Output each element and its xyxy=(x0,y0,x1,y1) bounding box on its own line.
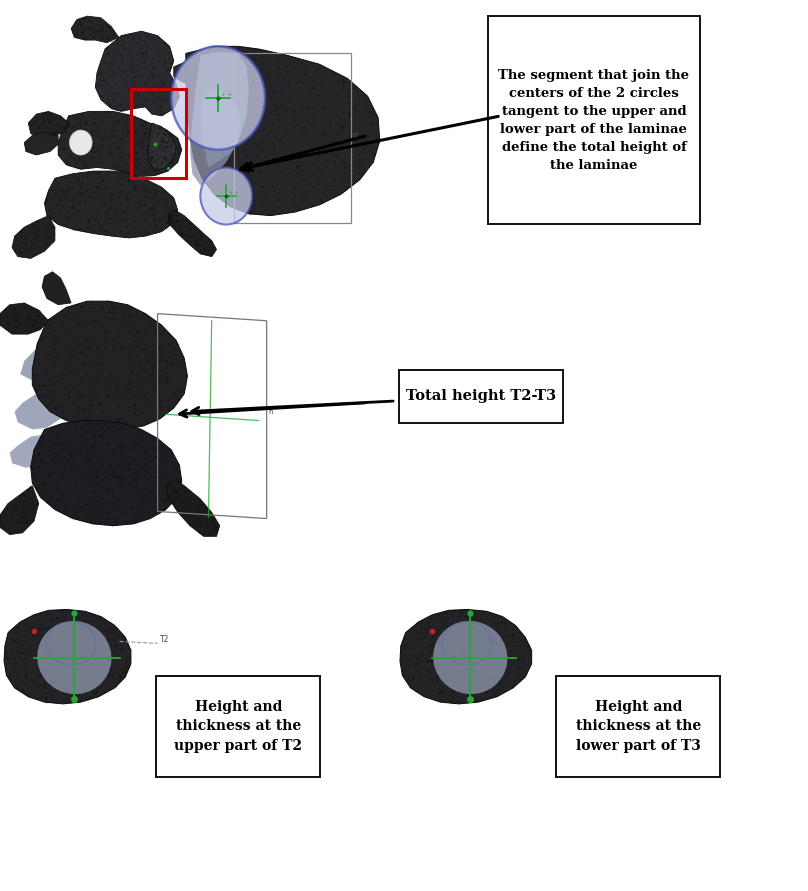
Polygon shape xyxy=(168,209,217,257)
FancyBboxPatch shape xyxy=(398,370,562,423)
Bar xyxy=(131,89,186,178)
Polygon shape xyxy=(400,609,532,704)
Polygon shape xyxy=(15,388,66,429)
Polygon shape xyxy=(200,89,241,168)
Polygon shape xyxy=(174,62,202,85)
Polygon shape xyxy=(4,609,131,704)
Polygon shape xyxy=(20,330,81,381)
FancyBboxPatch shape xyxy=(156,675,320,776)
Polygon shape xyxy=(42,272,71,305)
Polygon shape xyxy=(24,132,58,155)
Polygon shape xyxy=(10,435,50,468)
Polygon shape xyxy=(0,303,48,334)
Polygon shape xyxy=(12,216,55,258)
Polygon shape xyxy=(28,111,69,138)
Ellipse shape xyxy=(433,621,507,694)
Text: + +: + + xyxy=(229,191,238,195)
Polygon shape xyxy=(71,16,119,43)
Polygon shape xyxy=(58,111,182,176)
Polygon shape xyxy=(148,123,176,171)
Text: Height and
thickness at the
upper part of T2: Height and thickness at the upper part o… xyxy=(175,699,302,753)
Circle shape xyxy=(171,46,265,150)
FancyBboxPatch shape xyxy=(487,16,700,224)
Text: T2: T2 xyxy=(160,634,170,643)
Polygon shape xyxy=(32,301,187,429)
Polygon shape xyxy=(186,46,380,216)
Text: The segment that join the
centers of the 2 circles
tangent to the upper and
lowe: The segment that join the centers of the… xyxy=(499,69,689,172)
Circle shape xyxy=(69,130,92,155)
Polygon shape xyxy=(31,421,182,526)
Polygon shape xyxy=(166,479,220,536)
Polygon shape xyxy=(0,486,39,535)
Text: g: g xyxy=(353,131,358,140)
Polygon shape xyxy=(190,52,249,185)
FancyBboxPatch shape xyxy=(556,675,721,776)
Polygon shape xyxy=(95,31,179,116)
Text: Total height T2-T3: Total height T2-T3 xyxy=(406,389,556,404)
Polygon shape xyxy=(44,171,178,238)
Text: h: h xyxy=(268,409,273,415)
Ellipse shape xyxy=(37,621,112,694)
Text: + +: + + xyxy=(221,93,233,97)
Circle shape xyxy=(200,168,252,225)
Text: Height and
thickness at the
lower part of T3: Height and thickness at the lower part o… xyxy=(575,699,701,753)
